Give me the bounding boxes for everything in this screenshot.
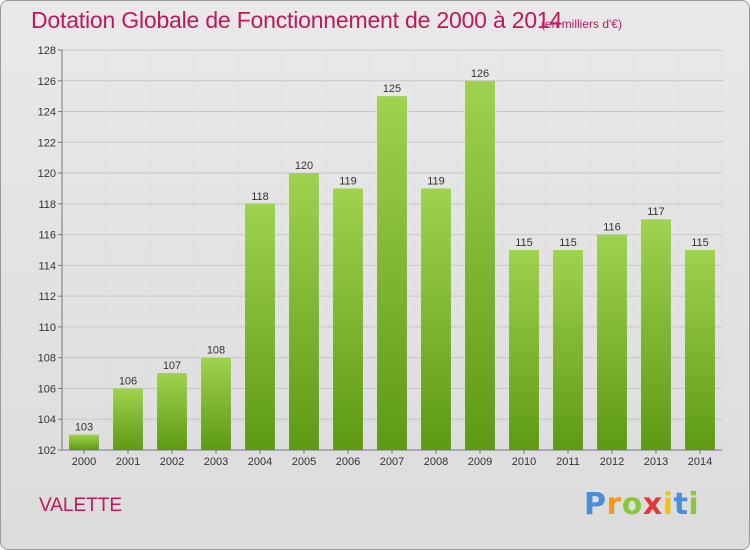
data-label: 115 bbox=[515, 237, 533, 249]
bar-2003 bbox=[201, 357, 231, 450]
y-tick-label: 104 bbox=[38, 414, 56, 426]
data-label: 125 bbox=[383, 83, 401, 95]
x-tick-label: 2008 bbox=[424, 456, 448, 468]
data-label: 106 bbox=[119, 375, 137, 387]
y-tick-label: 128 bbox=[38, 45, 56, 57]
bar-2012 bbox=[597, 234, 627, 450]
bar-2000 bbox=[69, 434, 99, 450]
data-labels: 103 106 107 108 118 120 119 125 119 126 115 115 116 1… bbox=[75, 68, 709, 434]
data-label: 116 bbox=[603, 222, 621, 234]
bar-2006 bbox=[333, 188, 363, 450]
data-label: 107 bbox=[163, 360, 181, 372]
bar-2007 bbox=[377, 96, 407, 451]
bar-2011 bbox=[553, 250, 583, 450]
x-tick-label: 2006 bbox=[336, 456, 360, 468]
data-label: 120 bbox=[295, 160, 313, 172]
x-tick-label: 2009 bbox=[468, 456, 492, 468]
bar-2005 bbox=[289, 173, 319, 451]
bar-2004 bbox=[245, 203, 275, 450]
x-tick-label: 2005 bbox=[292, 456, 316, 468]
bar-2008 bbox=[421, 188, 451, 450]
y-tick-label: 122 bbox=[38, 137, 56, 149]
x-tick-label: 2007 bbox=[380, 456, 404, 468]
y-tick-label: 126 bbox=[38, 76, 56, 88]
y-tick-label: 108 bbox=[38, 353, 56, 365]
data-label: 103 bbox=[75, 422, 93, 434]
y-tick-label: 102 bbox=[38, 445, 56, 457]
y-tick-label: 118 bbox=[38, 199, 56, 211]
proxiti-logo[interactable]: Proxiti bbox=[584, 487, 700, 522]
x-tick-label: 2010 bbox=[512, 456, 536, 468]
bar-2002 bbox=[157, 373, 187, 450]
bar-2010 bbox=[509, 250, 539, 450]
bar-2001 bbox=[113, 388, 143, 450]
y-tick-label: 124 bbox=[38, 107, 56, 119]
y-tick-label: 114 bbox=[38, 260, 56, 272]
bar-2013 bbox=[641, 219, 671, 450]
x-tick-label: 2000 bbox=[72, 456, 96, 468]
x-tick-label: 2013 bbox=[644, 456, 668, 468]
x-tick-label: 2012 bbox=[600, 456, 624, 468]
x-tick-label: 2014 bbox=[688, 456, 712, 468]
x-tick-label: 2004 bbox=[248, 456, 272, 468]
y-tick-label: 110 bbox=[38, 322, 56, 334]
data-label: 115 bbox=[559, 237, 577, 249]
x-tick-label: 2002 bbox=[160, 456, 184, 468]
data-label: 108 bbox=[207, 345, 225, 357]
chart-title: Dotation Globale de Fonctionnement de 20… bbox=[31, 7, 563, 33]
data-label: 118 bbox=[251, 191, 269, 203]
x-tick-label: 2001 bbox=[116, 456, 140, 468]
bars bbox=[69, 80, 715, 451]
commune-name: VALETTE bbox=[39, 495, 123, 516]
data-label: 117 bbox=[647, 206, 665, 218]
data-label: 119 bbox=[339, 175, 357, 187]
data-label: 126 bbox=[471, 68, 489, 80]
y-tick-label: 106 bbox=[38, 383, 56, 395]
x-tick-label: 2003 bbox=[204, 456, 228, 468]
chart-subtitle: (en milliers d'€) bbox=[541, 17, 622, 31]
data-label: 115 bbox=[691, 237, 709, 249]
y-tick-label: 112 bbox=[38, 291, 56, 303]
y-tick-label: 120 bbox=[38, 168, 56, 180]
data-label: 119 bbox=[427, 175, 445, 187]
bar-2009 bbox=[465, 80, 495, 451]
bar-2014 bbox=[685, 250, 715, 450]
x-tick-label: 2011 bbox=[556, 456, 580, 468]
y-tick-label: 116 bbox=[38, 230, 56, 242]
